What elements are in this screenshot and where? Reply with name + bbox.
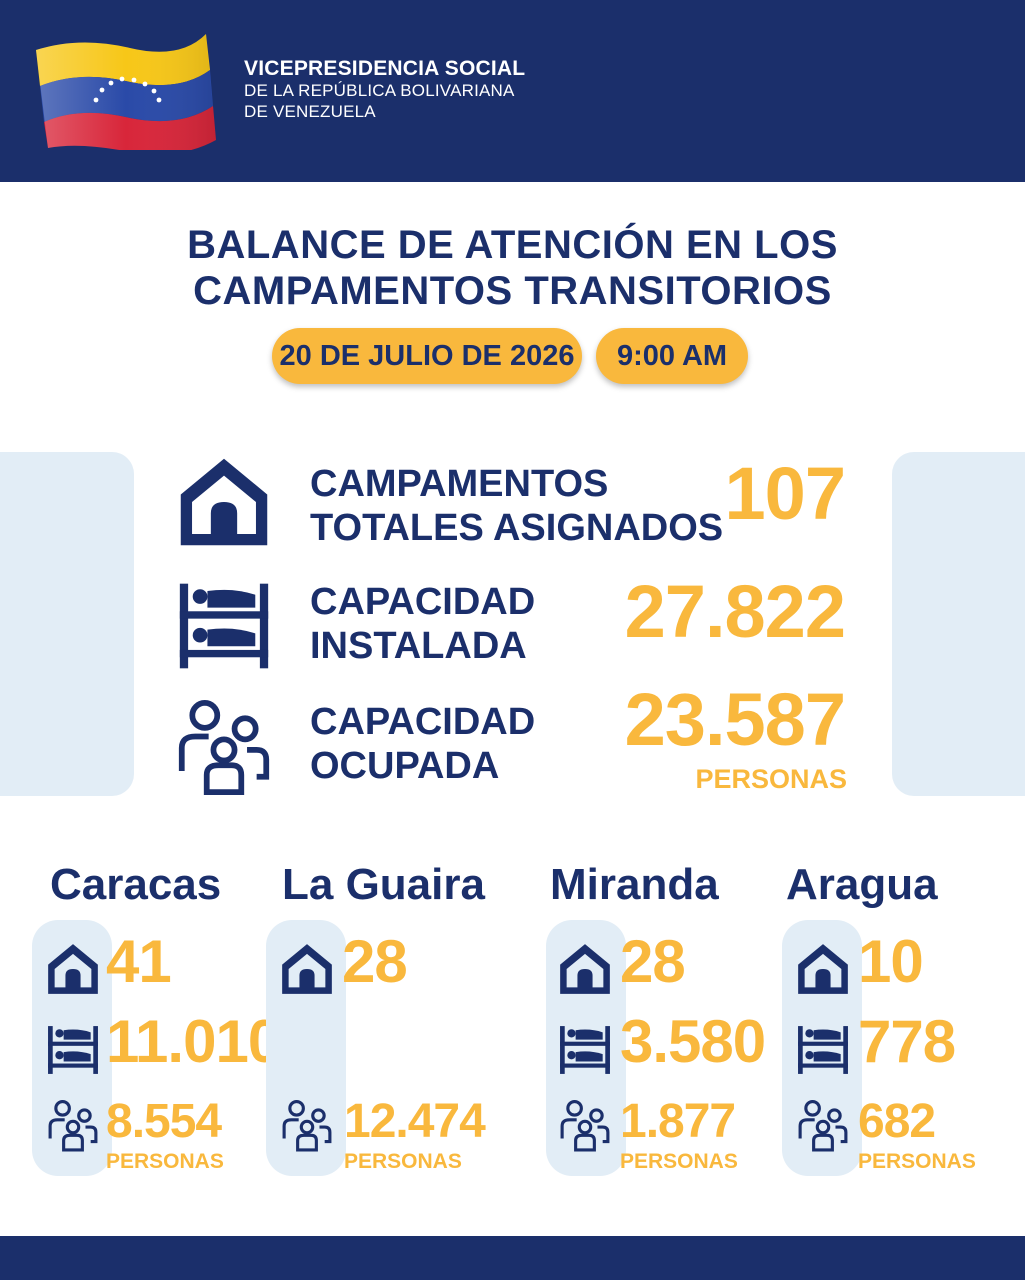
region-name-aragua: Aragua <box>786 860 938 909</box>
region-name-caracas: Caracas <box>50 860 222 909</box>
bunk-bed-icon <box>558 1024 612 1076</box>
installed-label-line1: CAPACIDAD <box>310 581 536 623</box>
organization-name: VICEPRESIDENCIA SOCIAL DE LA REPÚBLICA B… <box>244 58 525 122</box>
la-guaira-camps-value: 28 <box>342 928 408 995</box>
bunk-bed-icon <box>176 580 272 672</box>
installed-capacity-value: 27.822 <box>624 570 846 653</box>
aragua-people-value: 682 <box>858 1095 936 1148</box>
caracas-capacity-value: 11.010 <box>106 1008 281 1075</box>
installed-label-line2: INSTALADA <box>310 625 527 667</box>
title-line1: BALANCE DE ATENCIÓN EN LOS <box>187 223 838 267</box>
miranda-people-value: 1.877 <box>620 1095 736 1148</box>
aragua-camps-value: 10 <box>858 928 924 995</box>
camps-label-line2: TOTALES ASIGNADOS <box>310 507 724 549</box>
miranda-people-unit: PERSONAS <box>620 1150 738 1173</box>
people-icon <box>796 1100 850 1152</box>
aragua-people-unit: PERSONAS <box>858 1150 976 1173</box>
house-icon <box>46 942 100 996</box>
people-icon <box>280 1100 334 1152</box>
occupied-label-line2: OCUPADA <box>310 745 500 787</box>
miranda-capacity-value: 3.580 <box>620 1008 766 1075</box>
miranda-camps-value: 28 <box>620 928 686 995</box>
region-name-la-guaira: La Guaira <box>282 860 485 909</box>
house-icon <box>558 942 612 996</box>
footer-bar <box>0 1236 1025 1280</box>
camps-total-value: 107 <box>724 452 846 535</box>
title-line2: CAMPAMENTOS TRANSITORIOS <box>193 269 832 313</box>
caracas-people-value: 8.554 <box>106 1095 222 1148</box>
occupied-label-line1: CAPACIDAD <box>310 701 536 743</box>
decorative-panel-right <box>892 452 1025 796</box>
aragua-capacity-value: 778 <box>858 1008 956 1075</box>
caracas-people-unit: PERSONAS <box>106 1150 224 1173</box>
house-icon <box>176 455 272 549</box>
la-guaira-people-unit: PERSONAS <box>344 1150 462 1173</box>
venezuela-flag-icon <box>36 34 216 150</box>
house-icon <box>796 942 850 996</box>
region-name-miranda: Miranda <box>550 860 719 909</box>
caracas-camps-value: 41 <box>106 928 172 995</box>
date-badge: 20 DE JULIO DE 2026 <box>272 328 582 384</box>
org-name-line3: DE VENEZUELA <box>244 102 376 121</box>
org-name-line1: VICEPRESIDENCIA SOCIAL <box>244 57 526 80</box>
bunk-bed-icon <box>796 1024 850 1076</box>
people-icon <box>558 1100 612 1152</box>
la-guaira-people-value: 12.474 <box>344 1095 486 1148</box>
decorative-panel-left <box>0 452 134 796</box>
camps-label-line1: CAMPAMENTOS <box>310 463 609 505</box>
people-icon <box>46 1100 100 1152</box>
installed-capacity-label: CAPACIDAD INSTALADA <box>310 580 535 668</box>
occupied-capacity-label: CAPACIDAD OCUPADA <box>310 700 535 788</box>
people-icon <box>176 700 272 796</box>
occupied-capacity-value: 23.587 <box>624 678 846 761</box>
house-icon <box>280 942 334 996</box>
header-banner: VICEPRESIDENCIA SOCIAL DE LA REPÚBLICA B… <box>0 0 1025 182</box>
bunk-bed-icon <box>46 1024 100 1076</box>
page-title: BALANCE DE ATENCIÓN EN LOS CAMPAMENTOS T… <box>0 222 1025 314</box>
occupied-capacity-unit: PERSONAS <box>695 764 847 794</box>
time-badge: 9:00 AM <box>596 328 748 384</box>
camps-label: CAMPAMENTOS TOTALES ASIGNADOS <box>310 462 723 550</box>
org-name-line2: DE LA REPÚBLICA BOLIVARIANA <box>244 81 515 100</box>
